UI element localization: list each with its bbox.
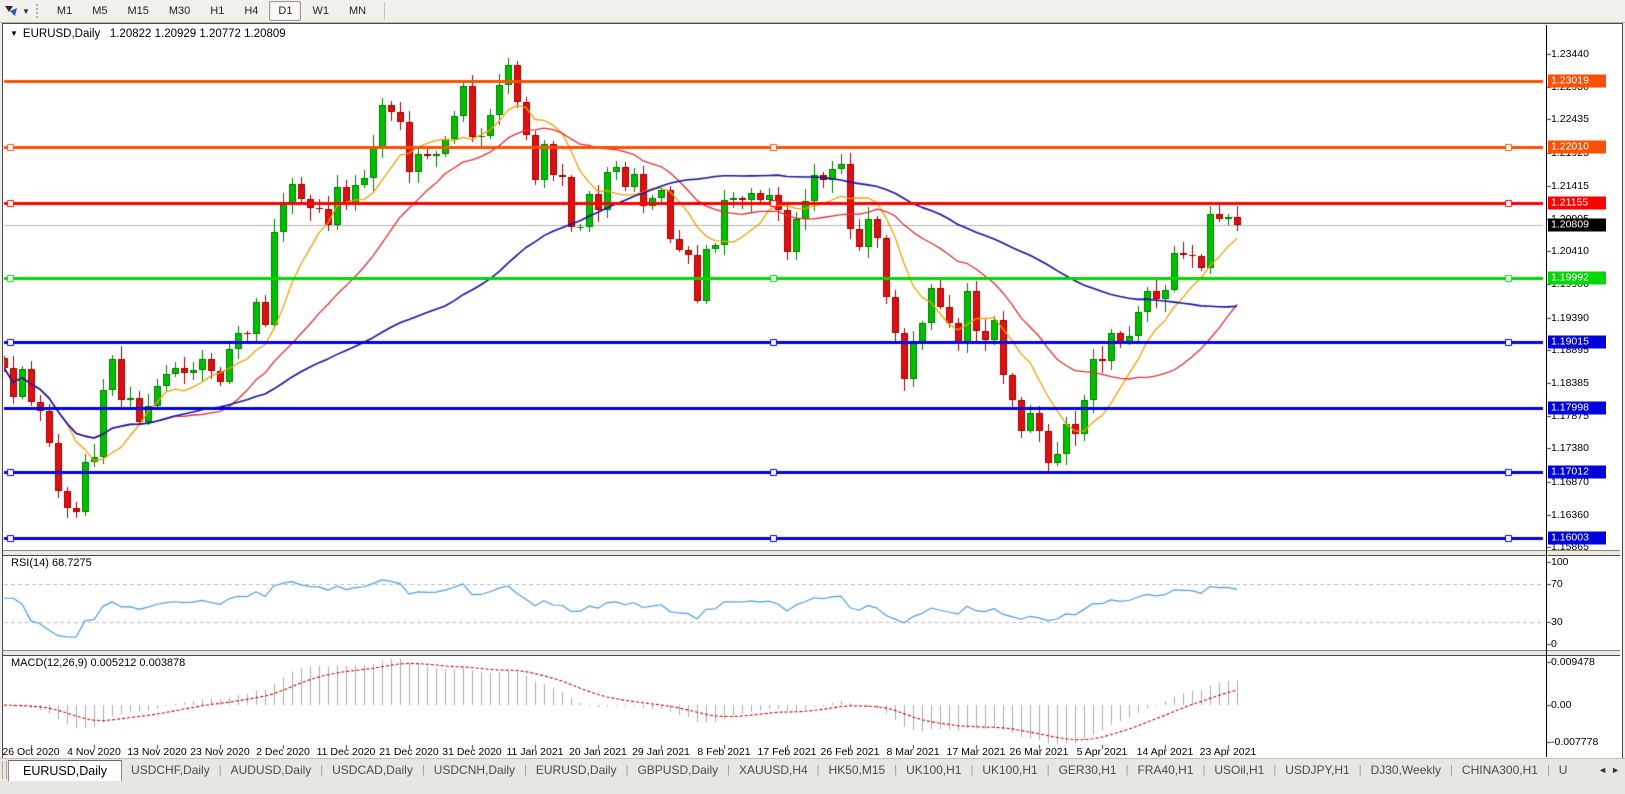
date-axis-label: 13 Nov 2020 xyxy=(127,746,187,758)
price-axis-tick: 1.22435 xyxy=(1551,113,1589,126)
price-level-badge: 1.17998 xyxy=(1548,401,1606,415)
macd-axis-tick: 0.00 xyxy=(1551,699,1572,711)
chart-tab-usdjpy-h1[interactable]: USDJPY,H1 xyxy=(1285,763,1350,777)
macd-panel-splitter[interactable] xyxy=(3,650,1620,656)
chart-tab-bar: EURUSD,Daily USDCHF,Daily | AUDUSD,Daily | US… xyxy=(0,758,1625,794)
tab-separator: | xyxy=(524,764,527,776)
chart-tab-hk50-m15[interactable]: HK50,M15 xyxy=(828,763,886,777)
chart-title: ▼ EURUSD,Daily 1.20822 1.20929 1.20772 1.… xyxy=(10,28,286,40)
date-axis-label: 23 Nov 2020 xyxy=(190,746,250,758)
price-level-badge: 1.21155 xyxy=(1548,196,1606,210)
price-axis-tick: 1.18385 xyxy=(1551,376,1589,389)
price-axis-line[interactable] xyxy=(1546,25,1547,757)
tab-scroll-right-icon[interactable]: ► xyxy=(1611,765,1620,775)
date-axis-label: 4 Nov 2020 xyxy=(67,746,121,758)
macd-label: MACD(12,26,9) 0.005212 0.003878 xyxy=(11,657,186,669)
macd-axis-tick: -0.007778 xyxy=(1551,736,1599,748)
chart-tab-china300-h1[interactable]: CHINA300,H1 xyxy=(1461,763,1538,777)
date-axis-label: 26 Feb 2021 xyxy=(820,746,880,758)
chart-tab-u[interactable]: U xyxy=(1558,763,1568,777)
tab-scroll-left-icon[interactable]: ◄ xyxy=(1598,765,1607,775)
rsi-axis-tick: 70 xyxy=(1551,578,1563,590)
tab-separator: | xyxy=(1273,764,1277,776)
chart-tabs: EURUSD,Daily USDCHF,Daily | AUDUSD,Daily | US… xyxy=(8,760,1588,781)
date-axis-label: 21 Dec 2020 xyxy=(379,746,439,758)
date-axis-label: 29 Jan 2021 xyxy=(632,746,690,758)
price-level-badge: 1.23019 xyxy=(1548,74,1606,88)
date-axis-label: 17 Mar 2021 xyxy=(946,746,1006,758)
chart-title-quotes: 1.20822 1.20929 1.20772 1.20809 xyxy=(109,28,286,40)
chart-tab-usdcnh-daily[interactable]: USDCNH,Daily xyxy=(433,763,516,777)
date-axis-label: 5 Apr 2021 xyxy=(1076,746,1128,758)
tab-separator: | xyxy=(894,764,898,776)
chart-title-symbol: EURUSD,Daily xyxy=(22,28,101,40)
price-axis-tick: 1.16360 xyxy=(1551,508,1589,521)
rsi-axis-tick: 100 xyxy=(1551,556,1569,568)
date-axis-label: 11 Jan 2021 xyxy=(506,746,564,758)
tabbar-grip[interactable] xyxy=(2,761,7,779)
date-axis-label: 23 Apr 2021 xyxy=(1199,746,1257,758)
chart-tab-eurusd-daily[interactable]: EURUSD,Daily xyxy=(8,760,123,781)
tab-separator: | xyxy=(1046,764,1050,776)
price-level-badge: 1.16003 xyxy=(1548,531,1606,545)
tab-separator: | xyxy=(1125,764,1129,776)
price-level-badge: 1.19992 xyxy=(1548,271,1606,285)
date-axis-label: 8 Mar 2021 xyxy=(886,746,940,758)
date-axis-label: 17 Feb 2021 xyxy=(757,746,817,758)
chart-tab-xauusd-h4[interactable]: XAUUSD,H4 xyxy=(738,763,808,777)
rsi-panel-splitter[interactable] xyxy=(3,550,1620,556)
rsi-axis-tick: 0 xyxy=(1551,638,1557,650)
price-level-badge: 1.17012 xyxy=(1548,465,1606,479)
date-axis-label: 2 Dec 2020 xyxy=(256,746,310,758)
price-level-badge: 1.19015 xyxy=(1548,335,1606,349)
chart-tab-ger30-h1[interactable]: GER30,H1 xyxy=(1058,763,1117,777)
price-axis-tick: 1.21415 xyxy=(1551,179,1589,192)
chart-tab-uk100-h1[interactable]: UK100,H1 xyxy=(982,763,1038,777)
tab-separator: | xyxy=(970,764,974,776)
chart-tab-audusd-daily[interactable]: AUDUSD,Daily xyxy=(230,763,312,777)
chart-tab-usdchf-daily[interactable]: USDCHF,Daily xyxy=(131,763,210,777)
chart-tab-usoil-h1[interactable]: USOil,H1 xyxy=(1214,763,1265,777)
tab-separator: | xyxy=(816,764,820,776)
date-axis-label: 14 Apr 2021 xyxy=(1136,746,1194,758)
chart-tab-uk100-h1[interactable]: UK100,H1 xyxy=(906,763,962,777)
chart-tab-fra40-h1[interactable]: FRA40,H1 xyxy=(1137,763,1194,777)
tab-separator: | xyxy=(218,764,222,776)
date-axis-label: 20 Jan 2021 xyxy=(569,746,627,758)
macd-axis-tick: 0.009478 xyxy=(1551,656,1595,668)
date-axis-label: 8 Feb 2021 xyxy=(697,746,751,758)
price-axis-tick: 1.20410 xyxy=(1551,245,1589,258)
price-level-badge: 1.22010 xyxy=(1548,140,1606,154)
chart-tab-gbpusd-daily[interactable]: GBPUSD,Daily xyxy=(637,763,719,777)
tab-separator: | xyxy=(1202,764,1206,776)
price-axis-tick: 1.17380 xyxy=(1551,442,1589,455)
chart-title-caret-icon[interactable]: ▼ xyxy=(10,29,18,38)
date-axis-label: 26 Mar 2021 xyxy=(1009,746,1069,758)
date-axis-label: 26 Oct 2020 xyxy=(2,746,60,758)
chart-tab-dj30-weekly[interactable]: DJ30,Weekly xyxy=(1370,763,1442,777)
rsi-axis-tick: 30 xyxy=(1551,616,1563,628)
tab-separator: | xyxy=(1450,764,1453,776)
tab-separator: | xyxy=(421,764,425,776)
tab-separator: | xyxy=(625,764,629,776)
date-axis-label: 11 Dec 2020 xyxy=(316,746,376,758)
rsi-label: RSI(14) 68.7275 xyxy=(11,557,92,569)
tab-separator: | xyxy=(1358,764,1362,776)
current-price-badge: 1.20809 xyxy=(1548,218,1606,232)
tab-separator: | xyxy=(1546,764,1550,776)
chart-tab-usdcad-daily[interactable]: USDCAD,Daily xyxy=(332,763,413,777)
tab-separator: | xyxy=(320,764,324,776)
price-axis-tick: 1.19390 xyxy=(1551,311,1589,324)
price-axis-tick: 1.23440 xyxy=(1551,48,1589,60)
date-axis-label: 31 Dec 2020 xyxy=(442,746,502,758)
tab-separator: | xyxy=(727,764,730,776)
chart-tab-eurusd-daily[interactable]: EURUSD,Daily xyxy=(535,763,617,777)
